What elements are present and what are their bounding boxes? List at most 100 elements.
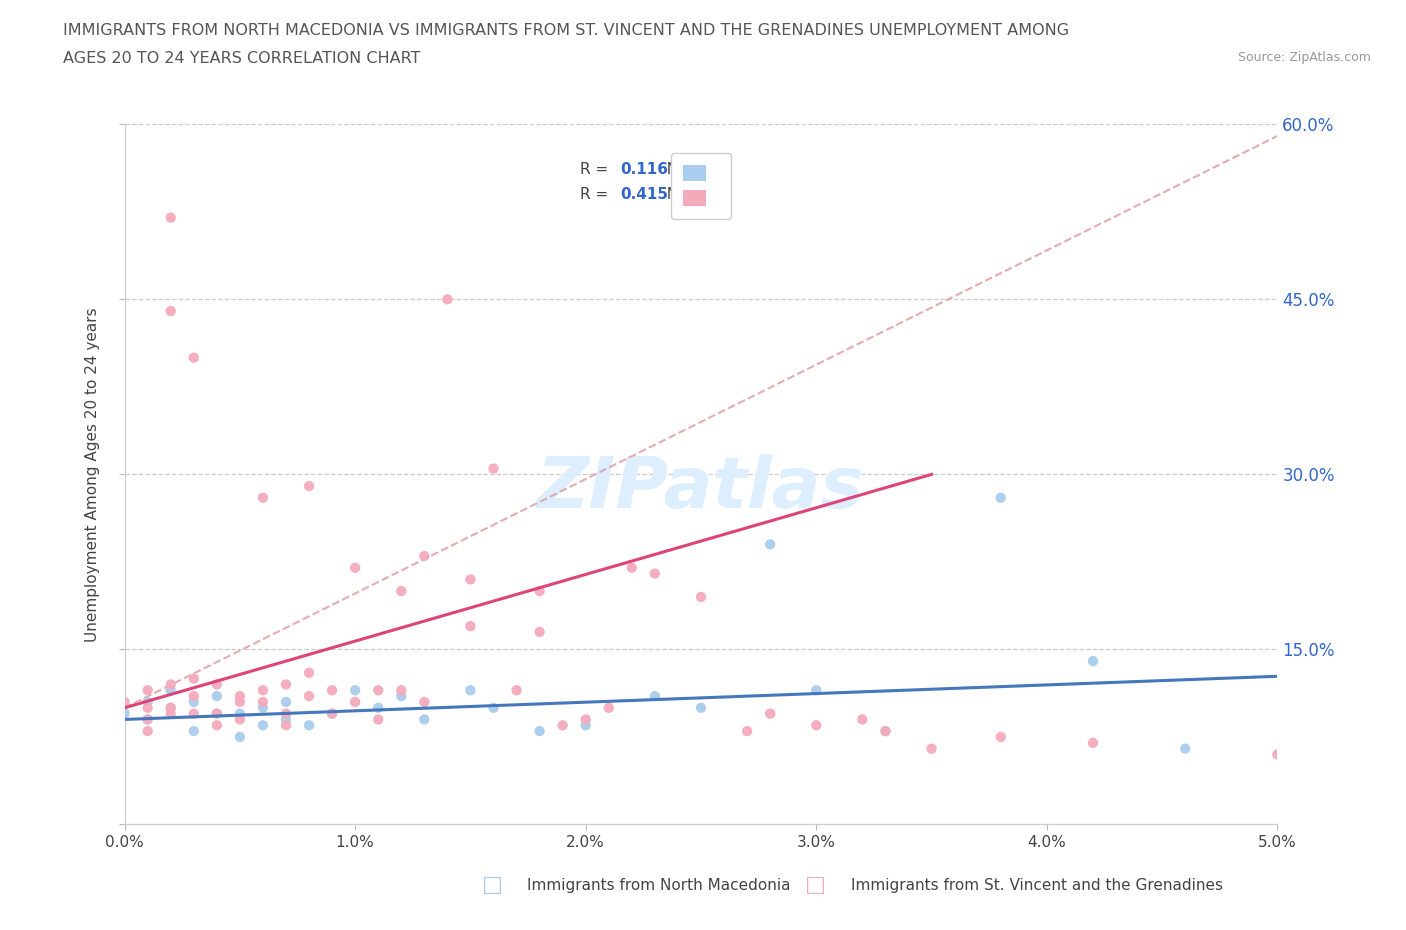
Point <box>205 718 228 733</box>
Text: IMMIGRANTS FROM NORTH MACEDONIA VS IMMIGRANTS FROM ST. VINCENT AND THE GRENADINE: IMMIGRANTS FROM NORTH MACEDONIA VS IMMIG… <box>63 23 1070 38</box>
Point <box>252 695 274 710</box>
Point <box>620 560 643 575</box>
Point <box>551 718 574 733</box>
Text: Source: ZipAtlas.com: Source: ZipAtlas.com <box>1237 51 1371 64</box>
Point <box>413 549 436 564</box>
Point <box>367 712 389 727</box>
Point <box>136 712 159 727</box>
Text: AGES 20 TO 24 YEARS CORRELATION CHART: AGES 20 TO 24 YEARS CORRELATION CHART <box>63 51 420 66</box>
Point <box>806 718 828 733</box>
Point <box>990 729 1012 744</box>
Point <box>1267 747 1289 762</box>
Point <box>183 689 205 704</box>
Point <box>598 700 620 715</box>
Point <box>759 537 782 551</box>
Point <box>252 718 274 733</box>
Point <box>529 624 551 639</box>
Point <box>367 700 389 715</box>
Text: R =: R = <box>579 163 613 178</box>
Point <box>482 700 505 715</box>
Point <box>875 724 897 738</box>
Point <box>321 706 343 721</box>
Point <box>136 683 159 698</box>
Point <box>229 712 252 727</box>
Legend: , : , <box>671 153 731 219</box>
Point <box>875 724 897 738</box>
Y-axis label: Unemployment Among Ages 20 to 24 years: Unemployment Among Ages 20 to 24 years <box>86 307 100 642</box>
Point <box>389 683 412 698</box>
Point <box>806 683 828 698</box>
Text: 0.415: 0.415 <box>620 187 668 202</box>
Point <box>274 718 297 733</box>
Point <box>529 724 551 738</box>
Text: N =: N = <box>657 187 700 202</box>
Point <box>252 490 274 505</box>
Point <box>921 741 943 756</box>
Point <box>575 718 598 733</box>
Point <box>159 683 181 698</box>
Point <box>114 695 136 710</box>
Point <box>460 618 482 633</box>
Point <box>460 683 482 698</box>
Point <box>321 706 343 721</box>
Point <box>436 292 458 307</box>
Point <box>990 490 1012 505</box>
Text: 0.116: 0.116 <box>620 163 668 178</box>
Point <box>205 689 228 704</box>
Point <box>159 677 181 692</box>
Text: N =: N = <box>657 163 700 178</box>
Point <box>1081 654 1104 669</box>
Point <box>274 677 297 692</box>
Point <box>274 695 297 710</box>
Point <box>298 665 321 680</box>
Point <box>460 572 482 587</box>
Point <box>229 695 252 710</box>
Point <box>183 351 205 365</box>
Point <box>690 700 713 715</box>
Point <box>413 712 436 727</box>
Point <box>159 700 181 715</box>
Point <box>529 584 551 599</box>
Point <box>1081 736 1104 751</box>
Point <box>298 479 321 494</box>
Point <box>136 724 159 738</box>
Point <box>644 689 666 704</box>
Point <box>229 729 252 744</box>
Point <box>690 590 713 604</box>
Point <box>159 210 181 225</box>
Point <box>159 700 181 715</box>
Point <box>482 461 505 476</box>
Point <box>229 706 252 721</box>
Point <box>321 683 343 698</box>
Point <box>205 706 228 721</box>
Text: Immigrants from North Macedonia: Immigrants from North Macedonia <box>527 878 790 893</box>
Point <box>298 689 321 704</box>
Point <box>136 712 159 727</box>
Point <box>159 706 181 721</box>
Point <box>136 695 159 710</box>
Text: □: □ <box>806 875 825 896</box>
Point <box>183 706 205 721</box>
Point <box>183 671 205 686</box>
Point <box>136 700 159 715</box>
Point <box>252 700 274 715</box>
Point <box>274 712 297 727</box>
Point <box>205 706 228 721</box>
Point <box>344 683 367 698</box>
Point <box>183 724 205 738</box>
Point <box>344 695 367 710</box>
Point <box>183 695 205 710</box>
Point <box>344 560 367 575</box>
Point <box>759 706 782 721</box>
Point <box>114 706 136 721</box>
Text: Immigrants from St. Vincent and the Grenadines: Immigrants from St. Vincent and the Gren… <box>851 878 1223 893</box>
Point <box>1174 741 1197 756</box>
Text: □: □ <box>482 875 502 896</box>
Point <box>389 584 412 599</box>
Point <box>229 689 252 704</box>
Point <box>644 566 666 581</box>
Text: R =: R = <box>579 187 613 202</box>
Point <box>205 677 228 692</box>
Point <box>252 683 274 698</box>
Point <box>575 712 598 727</box>
